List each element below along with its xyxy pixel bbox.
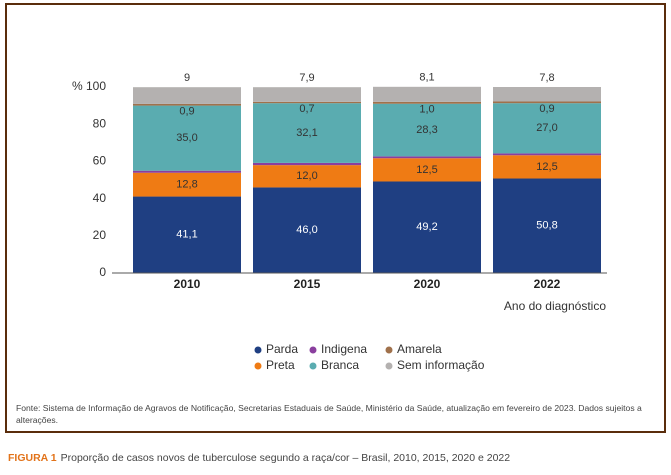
legend-marker [309,362,317,370]
bar-segment [253,165,361,188]
bar-segment [133,87,241,104]
bar-segment [253,101,361,104]
y-tick-label: 20 [93,228,107,242]
bar-segment [373,181,481,273]
y-tick-label: 80 [93,116,107,130]
legend-marker [254,362,262,370]
value-label: 12,5 [536,161,557,173]
value-label: 12,8 [176,179,197,191]
bar-segment [373,156,481,159]
legend-label: Branca [321,358,359,372]
y-tick-label: 0 [99,265,106,279]
bar-segment [493,101,601,104]
bar-segment [133,105,241,171]
y-tick-label: 60 [93,154,107,168]
bar-segment [373,86,481,102]
value-label: 0,9 [179,106,194,118]
bar-segment [493,103,601,154]
legend-label: Indigena [321,342,367,356]
legend-label: Amarela [397,342,442,356]
legend-marker [385,362,393,370]
value-label: 32,1 [296,127,317,139]
bar-segment [493,153,601,156]
bar-segment [253,87,361,102]
value-label: 1,0 [419,104,434,116]
value-label: 7,9 [299,72,314,84]
legend-marker [309,346,317,354]
value-label: 46,0 [296,224,317,236]
value-label: 27,0 [536,122,557,134]
bar-segment [493,155,601,179]
bar-segment [133,196,241,273]
value-label: 28,3 [416,124,437,136]
value-label: 50,8 [536,220,557,232]
value-label: 41,1 [176,229,197,241]
legend-label: Parda [266,342,298,356]
bar-segment [253,187,361,273]
value-label: 0,7 [299,103,314,115]
x-tick-label: 2010 [174,277,201,291]
caption-text: Proporção de casos novos de tuberculose … [61,452,511,464]
legend-marker [254,346,262,354]
legend-marker [385,346,393,354]
source: Fonte: Sistema de Informação de Agravos … [16,403,642,425]
bar-segment [493,178,601,273]
value-label: 49,2 [416,221,437,233]
x-tick-label: 2015 [294,277,321,291]
x-tick-label: 2020 [414,277,441,291]
x-tick-label: 2022 [534,277,561,291]
value-label: 35,0 [176,132,197,144]
bar-segment [493,87,601,102]
value-label: 7,8 [539,72,554,84]
bar-segment [373,103,481,157]
bar-segment [133,103,241,106]
value-label: 9 [184,72,190,84]
bar-segment [133,170,241,173]
source-box: Fonte: Sistema de Informação de Agravos … [16,403,642,425]
x-axis-label: Ano do diagnóstico [504,299,606,313]
caption: FIGURA 1 Proporção de casos novos de tube… [8,452,510,464]
y-tick-label: 40 [93,191,107,205]
value-label: 0,9 [539,103,554,115]
value-label: 12,5 [416,164,437,176]
bar-segment [253,162,361,166]
bar-segment [253,103,361,163]
y-tick-label: % 100 [72,79,106,93]
legend-label: Preta [266,358,295,372]
caption-label: FIGURA 1 [8,452,57,464]
value-label: 8,1 [419,72,434,84]
bar-segment [373,158,481,182]
legend-label: Sem informação [397,358,485,372]
bar-segment [373,101,481,104]
value-label: 12,0 [296,170,317,182]
bar-segment [133,172,241,197]
